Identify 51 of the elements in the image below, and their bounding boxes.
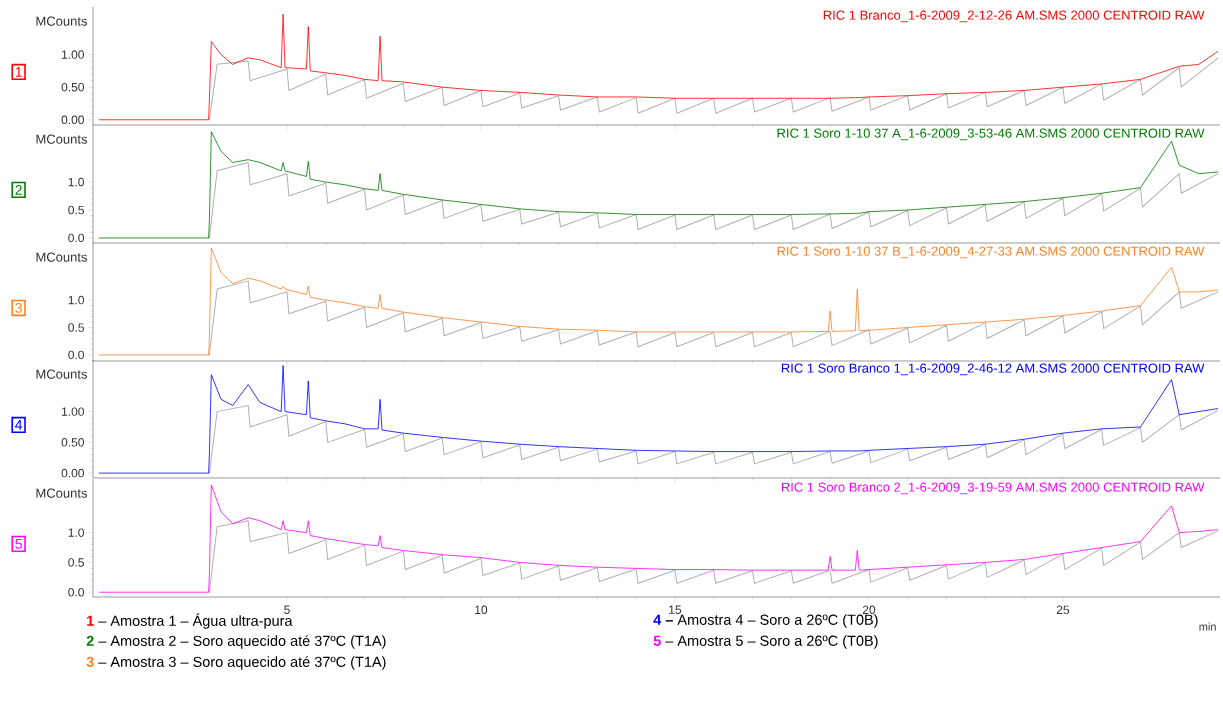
text: – Amostra 3 – Soro aquecido até 37ºC (T1A): [98, 656, 386, 670]
line-series: [208, 57, 1219, 121]
text: 5: [15, 539, 22, 549]
chart-title: RIC 1 Soro 1-10 37 B_1-6-2009_4-27-33 AM.SMS 2000 CENTROID RAW: [777, 246, 1205, 259]
y-tick-label: 0.00: [61, 115, 84, 125]
y-tick-label: 0.00: [61, 468, 84, 478]
y-tick-label: 0.0: [68, 587, 85, 597]
x-axis-title: min: [1199, 622, 1216, 631]
y-axis-title: MCounts: [36, 369, 87, 379]
y-tick-label: 0.50: [61, 82, 84, 92]
text: 3: [15, 302, 22, 313]
line-series: [208, 161, 1219, 239]
text: – Amostra 5 – Soro a 26ºC (T0B): [665, 635, 878, 649]
chart-title: RIC 1 Soro Branco 2_1-6-2009_3-19-59 AM.SMS 2000 CENTROID RAW: [781, 482, 1205, 495]
y-tick-label: 1.00: [62, 407, 84, 416]
y-tick-label: 0.5: [68, 323, 84, 332]
y-tick-label: 0.0: [68, 350, 85, 360]
text: 4: [653, 614, 662, 625]
chart-title: RIC 1 Soro 1-10 37 A_1-6-2009_3-53-46 AM.SMS 2000 CENTROID RAW: [777, 128, 1205, 141]
y-axis-title: MCounts: [36, 134, 87, 144]
text: – Amostra 4 – Soro a 26ºC (T0B): [665, 614, 878, 628]
x-tick-label: 20: [862, 605, 876, 615]
y-tick-label: 1.0: [68, 177, 85, 187]
y-tick-label: 1.00: [62, 50, 84, 59]
x-tick-label: 5: [284, 605, 290, 614]
chart-title: RIC 1 Soro Branco 1_1-6-2009_2-46-12 AM.SMS 2000 CENTROID RAW: [781, 363, 1205, 376]
text: 2: [86, 635, 94, 646]
y-tick-label: 1.0: [68, 295, 85, 305]
x-tick-label: 25: [1056, 605, 1070, 615]
y-tick-label: 0.5: [68, 558, 84, 567]
x-tick-label: 15: [669, 605, 682, 614]
text: 2: [15, 185, 22, 195]
text: 3: [86, 656, 94, 667]
y-axis-title: MCounts: [36, 488, 87, 498]
y-tick-label: 1.0: [68, 528, 85, 537]
y-tick-label: 0.50: [61, 438, 84, 447]
line-series: [208, 280, 1219, 356]
x-tick-label: 10: [475, 605, 488, 615]
y-axis-title: MCounts: [36, 16, 87, 26]
y-tick-label: 0.0: [68, 233, 85, 243]
line-series: [208, 520, 1219, 593]
text: 1: [15, 67, 22, 77]
text: 1: [87, 615, 94, 626]
line-series: [208, 404, 1219, 474]
y-axis-title: MCounts: [36, 252, 87, 262]
text: 4: [15, 420, 23, 430]
text: – Amostra 2 – Soro aquecido até 37ºC (T1A): [98, 635, 386, 649]
chart-title: RIC 1 Branco_1-6-2009_2-12-26 AM.SMS 2000 CENTROID RAW: [823, 10, 1205, 23]
text: – Amostra 1 – Água ultra-pura: [98, 613, 293, 629]
text: 5: [653, 635, 661, 646]
y-tick-label: 0.5: [68, 205, 84, 215]
